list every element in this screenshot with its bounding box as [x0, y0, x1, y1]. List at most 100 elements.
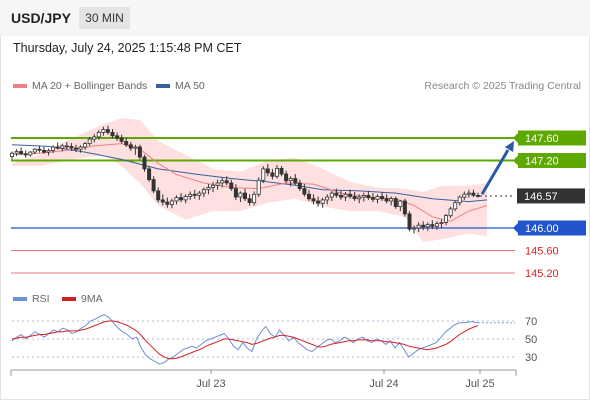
candle-body [87, 138, 92, 145]
candle-body [220, 180, 225, 184]
candle [233, 184, 238, 200]
candle-body [83, 143, 88, 148]
candle [188, 191, 193, 200]
level-label-147.60: 147.60 [525, 133, 559, 145]
candle [475, 192, 480, 198]
candle-body [188, 193, 193, 197]
candle-body [42, 149, 47, 153]
candle-body [78, 146, 83, 150]
level-badge-146.57 [517, 188, 585, 204]
candle [83, 141, 88, 150]
candle-body [19, 151, 24, 155]
candle [69, 143, 74, 151]
candle-body [375, 196, 380, 200]
candle [78, 145, 83, 153]
candle [210, 181, 215, 192]
candle [343, 192, 348, 201]
candle [23, 150, 28, 158]
candle-body [110, 131, 115, 137]
candle-body [69, 145, 74, 149]
candle-body [361, 194, 366, 198]
candle [151, 176, 156, 194]
timeframe-selector[interactable]: 30 MIN [79, 7, 130, 29]
candle [416, 222, 421, 232]
candle-body [210, 184, 215, 188]
candle-body [183, 196, 188, 201]
candle [87, 136, 92, 146]
candle [293, 174, 298, 186]
candle-body [384, 198, 389, 202]
chart-datetime: Thursday, July 24, 2025 1:15:48 PM CET [13, 41, 242, 55]
candle-body [270, 172, 275, 177]
candle [439, 219, 444, 228]
ma20-swatch [13, 84, 27, 89]
candle [352, 192, 357, 201]
candle [32, 148, 37, 155]
legend-ma20-label: MA 20 + Bollinger Bands [32, 80, 148, 92]
candle-body [165, 201, 170, 205]
candle-body [101, 129, 106, 133]
candle-body [256, 179, 261, 195]
candle-body [23, 153, 28, 156]
candle [96, 130, 101, 140]
legend-rsi: RSI [13, 293, 50, 305]
candle [407, 211, 412, 232]
candle [37, 145, 42, 153]
candle [402, 198, 407, 217]
candle-body [311, 198, 316, 202]
candle [443, 213, 448, 226]
candle-body [434, 223, 439, 227]
candle [421, 221, 426, 231]
candle [348, 189, 353, 199]
candle-body [343, 193, 348, 198]
candle [430, 220, 435, 230]
candle [457, 195, 462, 206]
candle-body [215, 182, 220, 186]
candle [169, 198, 174, 209]
candle-body [55, 146, 60, 149]
candle-body [407, 213, 412, 230]
candle-body [64, 145, 69, 148]
candle [110, 129, 115, 138]
candle [101, 126, 106, 136]
candle [389, 196, 394, 206]
candle-body [421, 224, 426, 228]
ma50-line [11, 144, 488, 203]
legend-ma50-label: MA 50 [175, 80, 205, 92]
candle-body [430, 224, 435, 227]
level-badge-pointer [513, 133, 518, 143]
candle [160, 194, 165, 206]
candle [357, 194, 362, 204]
candle-body [197, 192, 202, 196]
candle-body [393, 198, 398, 207]
candle-body [279, 167, 284, 175]
candle [375, 194, 380, 204]
candle-body [389, 198, 394, 202]
candle [256, 177, 261, 198]
candle [133, 144, 138, 155]
candle [453, 201, 458, 212]
research-credit: Research © 2025 Trading Central [424, 80, 581, 92]
candle-body [242, 192, 247, 200]
candle [74, 144, 79, 153]
candle-body [398, 200, 403, 207]
candle [471, 189, 476, 198]
level-badge-pointer [513, 223, 518, 233]
level-label-145.20: 145.20 [525, 268, 559, 280]
level-badge-pointer [513, 155, 518, 166]
candle [274, 165, 279, 179]
candle [311, 194, 316, 205]
legend-rsi-label: RSI [32, 293, 50, 305]
forecast-arrowhead [504, 141, 514, 152]
candle-body [352, 196, 357, 200]
candle [425, 222, 430, 231]
candle [119, 134, 124, 144]
candle-body [32, 148, 37, 153]
candle-body [178, 197, 183, 201]
candle [229, 179, 234, 191]
candle-body [51, 146, 56, 151]
candle [55, 142, 60, 150]
candle-body [334, 192, 339, 196]
candle [370, 193, 375, 203]
candle [265, 163, 270, 177]
